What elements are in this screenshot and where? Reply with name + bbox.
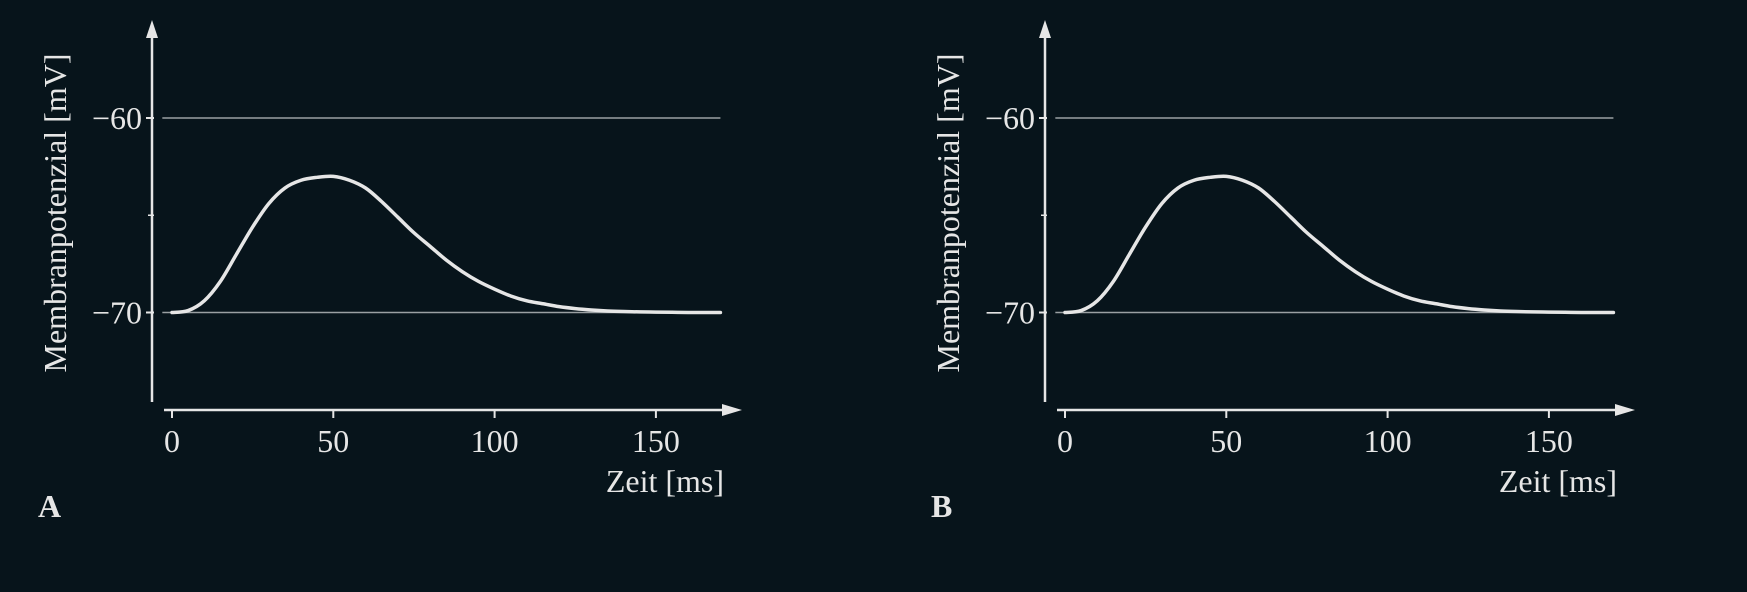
chart-panel-b: −60 −70 0 50 100 150 Zeit [ms] Membranpotenzial… xyxy=(930,20,1635,524)
x-axis-label: Zeit [ms] xyxy=(1499,463,1617,499)
x-tick-label: 150 xyxy=(1525,423,1573,459)
series-line xyxy=(1063,174,1616,315)
x-tick-label: 0 xyxy=(1057,423,1073,459)
x-tick-label: 50 xyxy=(1210,423,1242,459)
x-tick-label: 50 xyxy=(317,423,349,459)
y-axis-arrow xyxy=(1039,20,1051,38)
panel-label: A xyxy=(38,488,61,524)
y-axis-label: Membranpotenzial [mV] xyxy=(37,54,73,373)
x-tick-label: 100 xyxy=(471,423,519,459)
x-tick-label: 100 xyxy=(1364,423,1412,459)
y-tick-label: −70 xyxy=(92,295,142,331)
panel-label: B xyxy=(931,488,952,524)
y-axis-label: Membranpotenzial [mV] xyxy=(930,54,966,373)
x-axis-label: Zeit [ms] xyxy=(606,463,724,499)
x-tick-label: 150 xyxy=(632,423,680,459)
y-tick-label: −70 xyxy=(985,295,1035,331)
chart-panel-a: −60 −70 0 50 100 150 Zeit [ms] Membranpotenzial… xyxy=(37,20,742,524)
x-axis-arrow xyxy=(722,404,742,416)
y-tick-label: −60 xyxy=(985,100,1035,136)
x-tick-label: 0 xyxy=(164,423,180,459)
series-line xyxy=(170,174,723,315)
y-axis-arrow xyxy=(146,20,158,38)
y-tick-label: −60 xyxy=(92,100,142,136)
x-axis-arrow xyxy=(1615,404,1635,416)
